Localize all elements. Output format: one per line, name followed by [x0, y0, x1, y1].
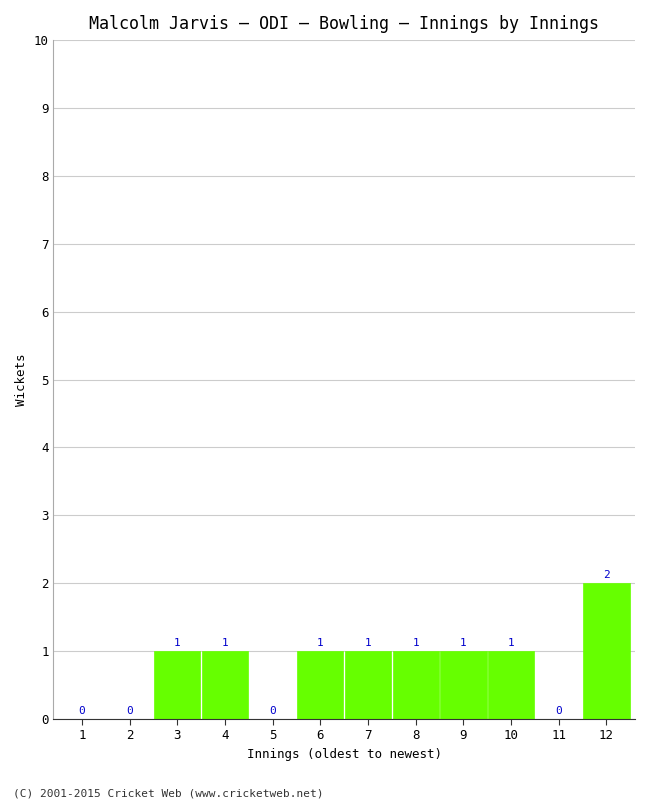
Bar [345, 651, 391, 719]
Text: 1: 1 [222, 638, 228, 648]
Text: 1: 1 [365, 638, 371, 648]
Text: 0: 0 [269, 706, 276, 716]
Text: (C) 2001-2015 Cricket Web (www.cricketweb.net): (C) 2001-2015 Cricket Web (www.cricketwe… [13, 788, 324, 798]
Text: 1: 1 [460, 638, 467, 648]
X-axis label: Innings (oldest to newest): Innings (oldest to newest) [247, 748, 442, 761]
Text: 1: 1 [412, 638, 419, 648]
Bar [488, 651, 534, 719]
Text: 0: 0 [79, 706, 85, 716]
Text: 1: 1 [508, 638, 514, 648]
Bar [583, 583, 629, 719]
Y-axis label: Wickets: Wickets [15, 354, 28, 406]
Bar [297, 651, 343, 719]
Bar [154, 651, 200, 719]
Text: 0: 0 [126, 706, 133, 716]
Text: 1: 1 [317, 638, 324, 648]
Bar [440, 651, 486, 719]
Bar [202, 651, 248, 719]
Title: Malcolm Jarvis – ODI – Bowling – Innings by Innings: Malcolm Jarvis – ODI – Bowling – Innings… [89, 15, 599, 33]
Bar [393, 651, 439, 719]
Text: 1: 1 [174, 638, 181, 648]
Text: 2: 2 [603, 570, 610, 580]
Text: 0: 0 [555, 706, 562, 716]
